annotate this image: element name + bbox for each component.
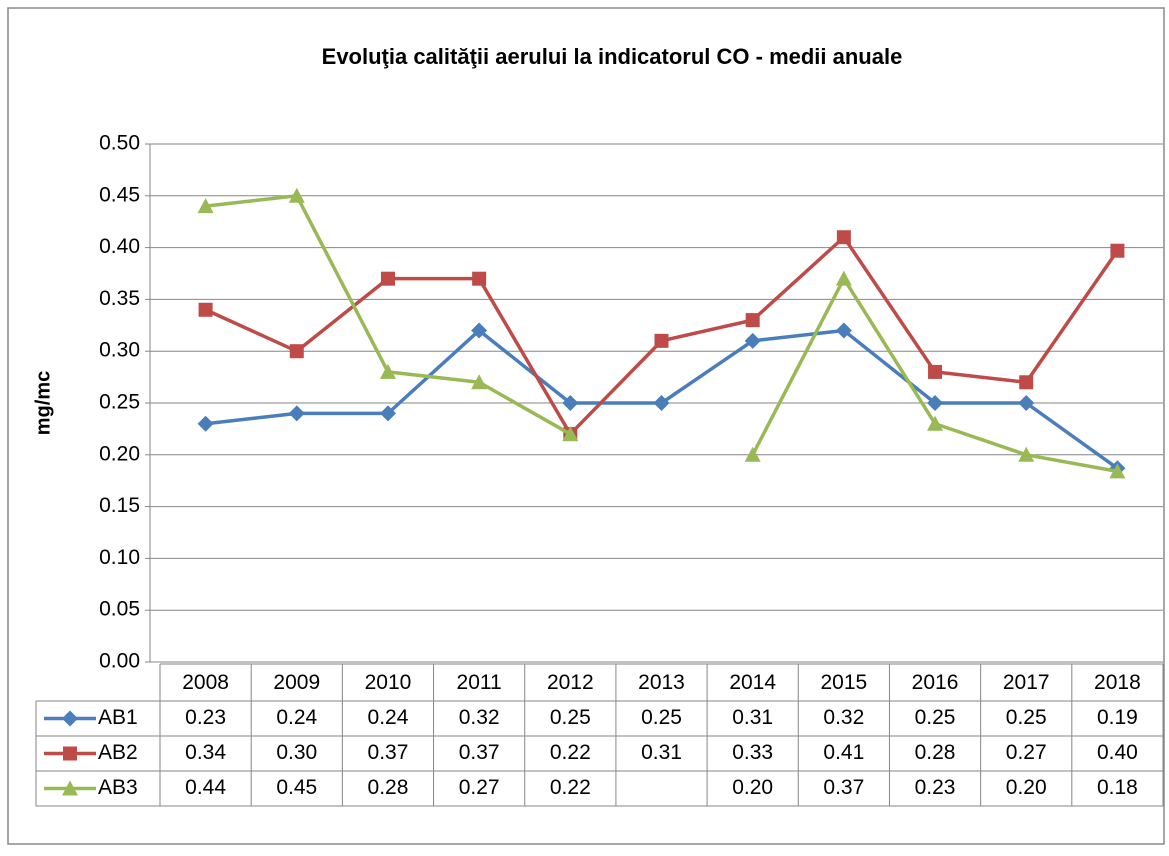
table-value: 0.22	[550, 741, 591, 764]
table-value: 0.37	[459, 741, 500, 764]
table-value: 0.25	[550, 706, 591, 729]
marker	[927, 395, 944, 411]
table-value: 0.20	[732, 776, 773, 799]
table-value: 0.31	[732, 706, 773, 729]
table-value: 0.18	[1097, 776, 1138, 799]
marker	[836, 230, 851, 245]
marker	[197, 415, 214, 432]
marker	[562, 426, 579, 442]
marker	[288, 405, 305, 422]
x-tick-label: 2017	[1003, 671, 1050, 694]
marker	[744, 332, 761, 349]
y-tick-label: 0.25	[99, 391, 140, 414]
table-value: 0.37	[823, 776, 864, 799]
y-tick-label: 0.45	[99, 183, 140, 206]
table-value: 0.24	[368, 706, 409, 729]
y-tick-label: 0.20	[99, 442, 140, 465]
table-value: 0.30	[276, 741, 317, 764]
table-value: 0.34	[185, 741, 226, 764]
x-tick-label: 2014	[729, 671, 776, 694]
marker	[835, 322, 852, 339]
x-tick-label: 2011	[457, 671, 502, 694]
table-value: 0.40	[1097, 741, 1138, 764]
y-tick-label: 0.50	[99, 132, 140, 155]
marker	[197, 198, 214, 214]
marker	[1018, 446, 1035, 462]
x-tick-label: 2010	[365, 671, 412, 694]
table-value: 0.24	[276, 706, 317, 729]
marker	[562, 395, 579, 411]
x-tick-label: 2015	[821, 671, 868, 694]
y-axis-label: mg/mc	[32, 371, 54, 435]
marker	[379, 405, 396, 422]
marker	[198, 302, 213, 317]
table-value: 0.27	[1006, 741, 1047, 764]
table-value: 0.25	[641, 706, 682, 729]
marker	[927, 415, 944, 431]
table-value: 0.45	[276, 776, 317, 799]
table-value: 0.23	[185, 706, 226, 729]
table-value: 0.44	[185, 776, 226, 799]
marker	[1110, 243, 1125, 258]
table-value: 0.28	[915, 741, 956, 764]
table-value: 0.19	[1097, 706, 1138, 729]
marker	[1109, 463, 1126, 479]
table-value: 0.33	[732, 741, 773, 764]
table-value: 0.41	[823, 741, 864, 764]
legend-label: AB3	[98, 776, 138, 799]
marker	[1018, 395, 1035, 411]
table-value: 0.23	[915, 776, 956, 799]
table-value: 0.37	[368, 741, 409, 764]
marker	[835, 270, 852, 286]
x-tick-label: 2009	[273, 671, 320, 694]
x-tick-label: 2013	[638, 671, 685, 694]
marker	[289, 344, 304, 359]
marker	[62, 710, 78, 727]
marker	[1019, 375, 1034, 390]
table-value: 0.25	[1006, 706, 1047, 729]
table-value: 0.22	[550, 776, 591, 799]
legend-label: AB2	[98, 741, 138, 764]
table-value: 0.20	[1006, 776, 1047, 799]
table-value: 0.32	[459, 706, 500, 729]
marker	[745, 313, 760, 328]
marker	[380, 271, 395, 286]
y-tick-label: 0.35	[99, 287, 140, 310]
table-value: 0.28	[368, 776, 409, 799]
marker	[471, 322, 488, 339]
marker	[654, 333, 669, 348]
y-tick-label: 0.10	[99, 546, 140, 569]
chart-title: Evoluţia calităţii aerului la indicatoru…	[322, 44, 903, 69]
x-tick-label: 2008	[182, 671, 229, 694]
marker	[379, 363, 396, 379]
table-value: 0.25	[915, 706, 956, 729]
legend-label: AB1	[98, 706, 138, 729]
y-tick-label: 0.05	[99, 598, 140, 621]
x-tick-label: 2016	[912, 671, 959, 694]
table-value: 0.32	[823, 706, 864, 729]
marker	[288, 187, 305, 203]
y-tick-label: 0.30	[99, 339, 140, 362]
marker	[928, 364, 943, 379]
table-value: 0.31	[641, 741, 682, 764]
marker	[471, 374, 488, 390]
x-tick-label: 2018	[1094, 671, 1141, 694]
marker	[62, 780, 78, 796]
marker	[744, 446, 761, 462]
y-tick-label: 0.15	[99, 494, 140, 517]
marker	[472, 271, 487, 286]
marker	[653, 395, 670, 411]
y-tick-label: 0.00	[99, 650, 140, 673]
y-tick-label: 0.40	[99, 235, 140, 258]
table-value: 0.27	[459, 776, 500, 799]
marker	[63, 746, 77, 761]
x-tick-label: 2012	[547, 671, 594, 694]
